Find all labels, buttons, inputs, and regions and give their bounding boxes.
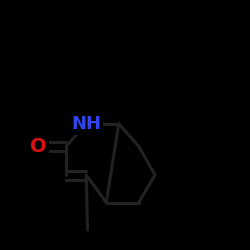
Text: NH: NH bbox=[71, 115, 101, 133]
Text: O: O bbox=[30, 137, 47, 156]
